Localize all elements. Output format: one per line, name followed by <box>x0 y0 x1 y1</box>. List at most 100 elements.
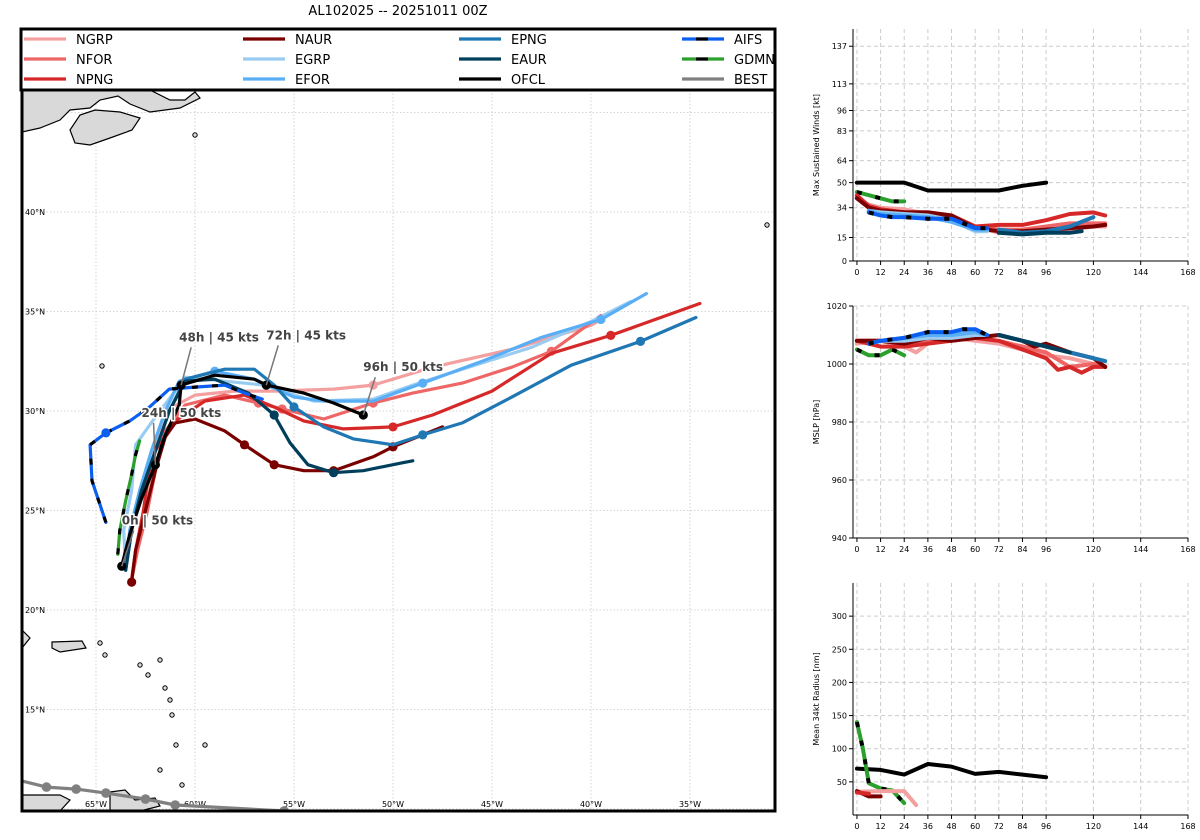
track-marker-efor <box>418 378 428 388</box>
track-naur <box>130 417 445 584</box>
lat-tick-label: 15°N <box>25 706 45 715</box>
island <box>99 363 105 369</box>
x-tick-label: 72 <box>994 268 1004 277</box>
track-marker-epng <box>418 430 428 440</box>
legend-label-egrp: EGRP <box>295 53 330 68</box>
y-tick-label: 940 <box>832 534 847 543</box>
x-tick-label: 12 <box>875 545 885 554</box>
legend-label-gdmn: GDMN <box>734 53 775 68</box>
x-tick-label: 36 <box>923 545 933 554</box>
best-track-point <box>438 818 448 828</box>
radius-panel: 0 12 24 36 48 60 72 84 96 120 144 168 50 100 150 200 250… <box>812 583 1196 831</box>
island <box>102 652 108 658</box>
legend-label-nfor: NFOR <box>76 53 112 68</box>
legend-label-best: BEST <box>734 73 767 88</box>
y-tick-label: 15 <box>837 233 847 242</box>
x-tick-label: 72 <box>994 822 1004 831</box>
island <box>179 782 185 788</box>
x-tick-label: 120 <box>1086 822 1101 831</box>
legend-label-eaur: EAUR <box>511 53 547 68</box>
chart-title: AL102025 -- 20251011 00Z <box>308 4 488 19</box>
series-aifs <box>866 327 989 346</box>
x-tick-label: 120 <box>1086 268 1101 277</box>
x-tick-label: 84 <box>1017 822 1027 831</box>
y-tick-label: 50 <box>837 179 847 188</box>
x-tick-label: 48 <box>946 822 956 831</box>
y-tick-label: 980 <box>832 418 847 427</box>
x-tick-label: 48 <box>946 545 956 554</box>
series-gdmn-dash <box>856 347 906 358</box>
legend-label-ngrp: NGRP <box>76 33 113 48</box>
track-marker-ofcl <box>176 380 186 390</box>
x-tick-label: 36 <box>923 268 933 277</box>
x-tick-label: 24 <box>899 545 909 554</box>
y-tick-label: 1020 <box>827 302 847 311</box>
best-track-point <box>71 784 81 794</box>
y-tick-label: 113 <box>832 80 847 89</box>
island <box>192 132 198 138</box>
y-axis-label: Max Sustained Winds [kt] <box>812 94 821 196</box>
x-tick-label: 144 <box>1133 822 1148 831</box>
lon-tick-label: 40°W <box>580 800 602 809</box>
series-gdmn-dash <box>856 190 905 204</box>
landmass <box>22 794 71 811</box>
x-tick-label: 24 <box>899 822 909 831</box>
lat-tick-label: 35°N <box>25 308 45 317</box>
annotation-leader <box>121 530 135 567</box>
legend-label-naur: NAUR <box>295 33 332 48</box>
track-best <box>22 779 311 811</box>
series-ngrp <box>854 789 919 808</box>
track-marker-naur <box>127 577 137 587</box>
x-tick-label: 144 <box>1133 268 1148 277</box>
intensity-panel: 0 12 24 36 48 60 72 84 96 120 144 168 0 15 34 50 64 83 96 1… <box>812 29 1196 277</box>
legend-label-aifs: AIFS <box>734 33 762 48</box>
island <box>169 712 175 718</box>
forecast-annotation-4: 96h | 50 kts <box>363 360 443 374</box>
y-axis-label: MSLP [hPa] <box>812 400 821 444</box>
island <box>167 697 173 703</box>
best-track-point <box>101 788 111 798</box>
track-marker-npng <box>388 422 398 432</box>
tracks <box>22 292 702 828</box>
lat-tick-label: 20°N <box>25 606 45 615</box>
lat-tick-label: 25°N <box>25 507 45 516</box>
annotation-leader <box>152 422 157 465</box>
legend-label-efor: EFOR <box>295 73 330 88</box>
lat-tick-label: 40°N <box>25 208 45 217</box>
series-eaur <box>996 333 1072 355</box>
y-tick-label: 300 <box>832 612 847 621</box>
x-tick-label: 96 <box>1041 822 1051 831</box>
track-marker-eaur <box>329 468 339 478</box>
y-tick-label: 64 <box>837 157 847 166</box>
island <box>137 662 143 668</box>
x-tick-label: 72 <box>994 545 1004 554</box>
x-tick-label: 12 <box>875 822 885 831</box>
landmass <box>22 629 31 649</box>
series-eaur <box>996 229 1084 237</box>
island <box>97 640 103 646</box>
x-tick-label: 60 <box>970 545 980 554</box>
series-npng <box>854 790 871 796</box>
y-tick-label: 83 <box>837 127 847 136</box>
lon-tick-label: 35°W <box>679 800 701 809</box>
island <box>162 685 168 691</box>
track-gdmn-dash <box>116 440 142 555</box>
landmass <box>51 640 87 653</box>
y-axis-label: Mean 34kt Radius [nm] <box>812 652 821 745</box>
series-ofcl <box>854 762 1049 780</box>
map-gridlines <box>22 90 775 811</box>
y-tick-label: 960 <box>832 476 847 485</box>
track-marker-npng <box>606 330 616 340</box>
y-tick-label: 250 <box>832 645 847 654</box>
lon-tick-label: 65°W <box>85 800 107 809</box>
x-tick-label: 0 <box>854 268 859 277</box>
track-map: 65°W60°W55°W50°W45°W40°W35°W10°N15°N20°N… <box>20 88 777 828</box>
track-marker-eaur <box>269 410 279 420</box>
lon-tick-label: 50°W <box>382 800 404 809</box>
annotation-leader <box>362 376 377 416</box>
x-tick-label: 84 <box>1017 545 1027 554</box>
landmass <box>22 90 201 133</box>
x-tick-label: 12 <box>875 268 885 277</box>
x-tick-label: 0 <box>854 822 859 831</box>
